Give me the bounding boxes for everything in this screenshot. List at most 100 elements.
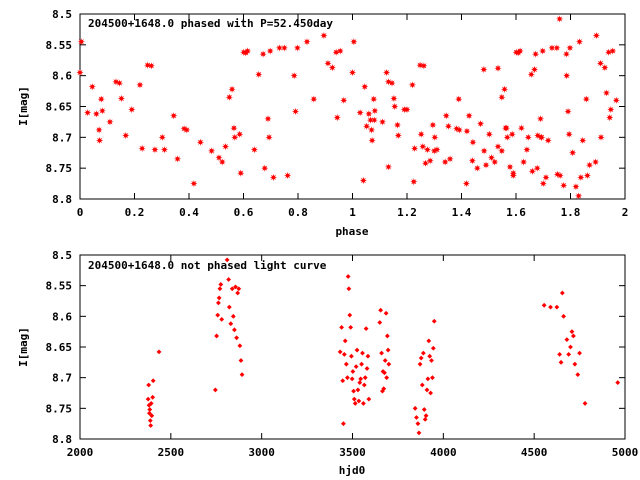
x-tick-label: 2 [622,206,629,219]
y-tick-label: 8.8 [52,193,72,206]
data-point [128,105,136,114]
data-point [388,79,396,87]
data-point [138,144,146,153]
data-point [284,171,292,180]
data-point [236,130,244,138]
data-point [232,327,237,333]
phased-axis-ticks: 0 0.2 0.4 0.6 0.8 1 1.2 1.4 1.6 1.8 2 8.5 8.55 8.6 8.6… [46,8,629,219]
data-point [136,81,144,89]
data-point [352,401,358,406]
unphased-axis-ticks: 2000 2500 3000 3500 4000 4500 5000 8.5 8.55 8.6 8.… [46,249,639,459]
data-point [420,62,428,70]
data-point [516,47,524,55]
data-point [410,178,418,186]
data-point [370,95,378,103]
data-point [455,126,463,134]
data-point [403,105,411,114]
data-point [147,407,153,412]
x-tick-label: 1 [349,206,356,219]
data-point [500,85,509,93]
data-point [76,68,84,77]
data-point [231,133,239,141]
x-tick-label: 5000 [612,446,639,459]
data-point [158,133,166,141]
data-point [564,107,572,116]
data-point [430,147,438,155]
data-point [361,382,367,388]
data-point [429,121,437,129]
y-tick-label: 8.6 [52,70,72,83]
data-point [414,415,419,420]
data-point [557,351,562,357]
y-tick-label: 8.55 [46,39,73,52]
data-point [98,107,106,115]
data-point [421,159,430,167]
data-point [430,375,435,381]
data-point [348,324,354,330]
data-point [346,286,352,292]
data-point [577,350,582,356]
data-point [360,350,365,356]
data-point [367,126,376,134]
data-point [544,136,552,145]
data-point [539,179,547,188]
data-point [225,93,233,101]
data-point [149,413,155,419]
data-point [426,338,432,344]
x-tick-label: 0.8 [288,206,308,219]
data-point [508,130,516,138]
data-point [269,173,278,182]
data-point [592,31,600,40]
data-point [236,286,242,292]
data-point [541,302,547,308]
data-point [345,274,351,279]
data-point [417,130,425,138]
data-point [332,48,340,56]
data-point [351,396,357,402]
data-point [494,64,502,72]
data-point [363,122,371,130]
data-point [147,418,153,423]
data-point [337,349,343,355]
data-point [170,112,178,120]
data-point [345,375,350,381]
data-point [417,361,423,367]
data-point [77,38,85,46]
data-point [425,376,431,382]
data-point [216,300,221,306]
data-point [340,96,348,104]
data-point [343,361,349,367]
x-tick-label: 1.8 [561,206,581,219]
x-tick-label: 1.4 [452,206,472,219]
data-point [582,401,588,406]
data-point [385,347,391,353]
data-point [156,349,162,355]
data-point [350,369,356,374]
data-point [218,282,224,287]
y-tick-label: 8.75 [46,162,73,175]
data-point [560,181,568,190]
data-point [591,158,600,166]
data-point [528,167,536,175]
data-point [571,333,576,339]
data-point [328,64,336,72]
data-point [377,320,383,325]
data-point [349,353,354,359]
data-point [575,192,583,200]
data-point [145,396,151,402]
data-point [224,257,230,263]
data-point [215,154,223,162]
data-point [370,116,378,124]
data-point [384,333,390,339]
data-point [150,378,156,384]
data-point [469,138,477,146]
data-point [264,115,272,123]
data-point [342,338,348,344]
data-point [533,164,541,172]
data-point [559,290,565,296]
data-point [216,295,222,301]
unphased-data-points [145,257,621,436]
data-point [393,121,402,129]
phased-chart-title: 204500+1648.0 phased with P=52.450day [88,17,333,30]
